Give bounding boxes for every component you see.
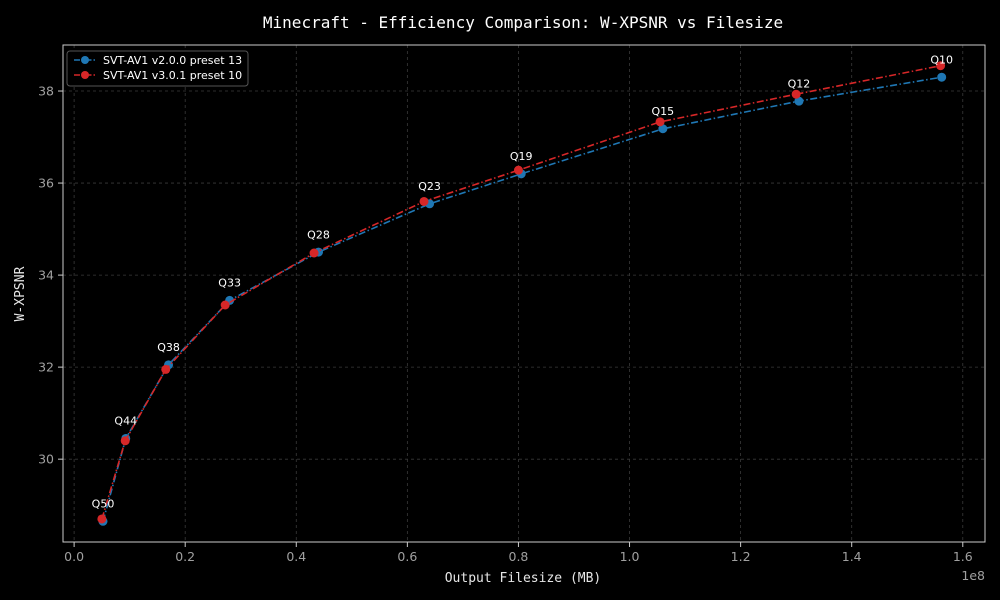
series: [97, 61, 947, 526]
x-axis-label: Output Filesize (MB): [445, 571, 602, 586]
legend-swatch-marker: [81, 71, 89, 79]
chart-title: Minecraft - Efficiency Comparison: W-XPS…: [263, 13, 783, 32]
quality-annotation: Q15: [652, 105, 675, 118]
legend-box: [66, 50, 249, 87]
quality-annotation: Q28: [307, 228, 330, 241]
x-tick-label: 0.6: [397, 549, 417, 564]
data-point: [794, 96, 804, 106]
x-tick-label: 0.0: [64, 549, 84, 564]
y-tick-label: 36: [38, 176, 54, 191]
data-point: [220, 300, 230, 310]
annotations: Q50 Q44 Q38 Q33 Q28 Q23 Q19 Q15 Q12 Q10: [92, 53, 953, 510]
data-point: [658, 124, 668, 134]
data-point: [120, 436, 130, 446]
legend-entry-label: SVT-AV1 v3.0.1 preset 10: [103, 69, 242, 82]
data-point: [937, 72, 947, 82]
y-tick-label: 34: [38, 268, 54, 283]
series-line: [101, 64, 941, 520]
x-axis-offset-label: 1e8: [961, 568, 985, 583]
axis-ticks: 0.0 0.2 0.4 0.6 0.8 1.0 1.2 1.4 1.6 30 32 34 36 38: [38, 84, 973, 564]
data-point: [791, 89, 801, 99]
data-point: [655, 117, 665, 127]
data-point: [161, 364, 171, 374]
data-point: [513, 165, 523, 175]
y-tick-label: 30: [38, 452, 54, 467]
data-point: [97, 514, 107, 524]
quality-annotation: Q38: [157, 341, 180, 354]
x-tick-label: 1.2: [731, 549, 751, 564]
data-point: [309, 248, 319, 258]
quality-annotation: Q12: [788, 77, 811, 90]
legend-swatch-marker: [81, 56, 89, 64]
quality-annotation: Q19: [510, 150, 533, 163]
quality-annotation: Q23: [418, 180, 441, 193]
quality-annotation: Q50: [92, 497, 115, 510]
x-tick-label: 1.4: [842, 549, 862, 564]
legend: SVT-AV1 v2.0.0 preset 13 SVT-AV1 v3.0.1 …: [66, 50, 249, 87]
y-tick-label: 32: [38, 360, 54, 375]
data-point: [936, 61, 946, 71]
quality-annotation: Q44: [114, 415, 137, 428]
x-tick-label: 0.2: [175, 549, 195, 564]
y-tick-label: 38: [38, 84, 54, 99]
grid: [63, 45, 985, 542]
data-point: [419, 196, 429, 206]
x-tick-label: 1.0: [620, 549, 640, 564]
quality-annotation: Q33: [218, 277, 241, 290]
plot-frame: [62, 44, 986, 543]
x-tick-label: 0.4: [286, 549, 306, 564]
legend-entry-label: SVT-AV1 v2.0.0 preset 13: [103, 54, 242, 67]
x-tick-label: 1.6: [953, 549, 973, 564]
quality-annotation: Q10: [930, 53, 953, 66]
y-axis-label: W-XPSNR: [13, 266, 28, 321]
x-tick-label: 0.8: [509, 549, 529, 564]
